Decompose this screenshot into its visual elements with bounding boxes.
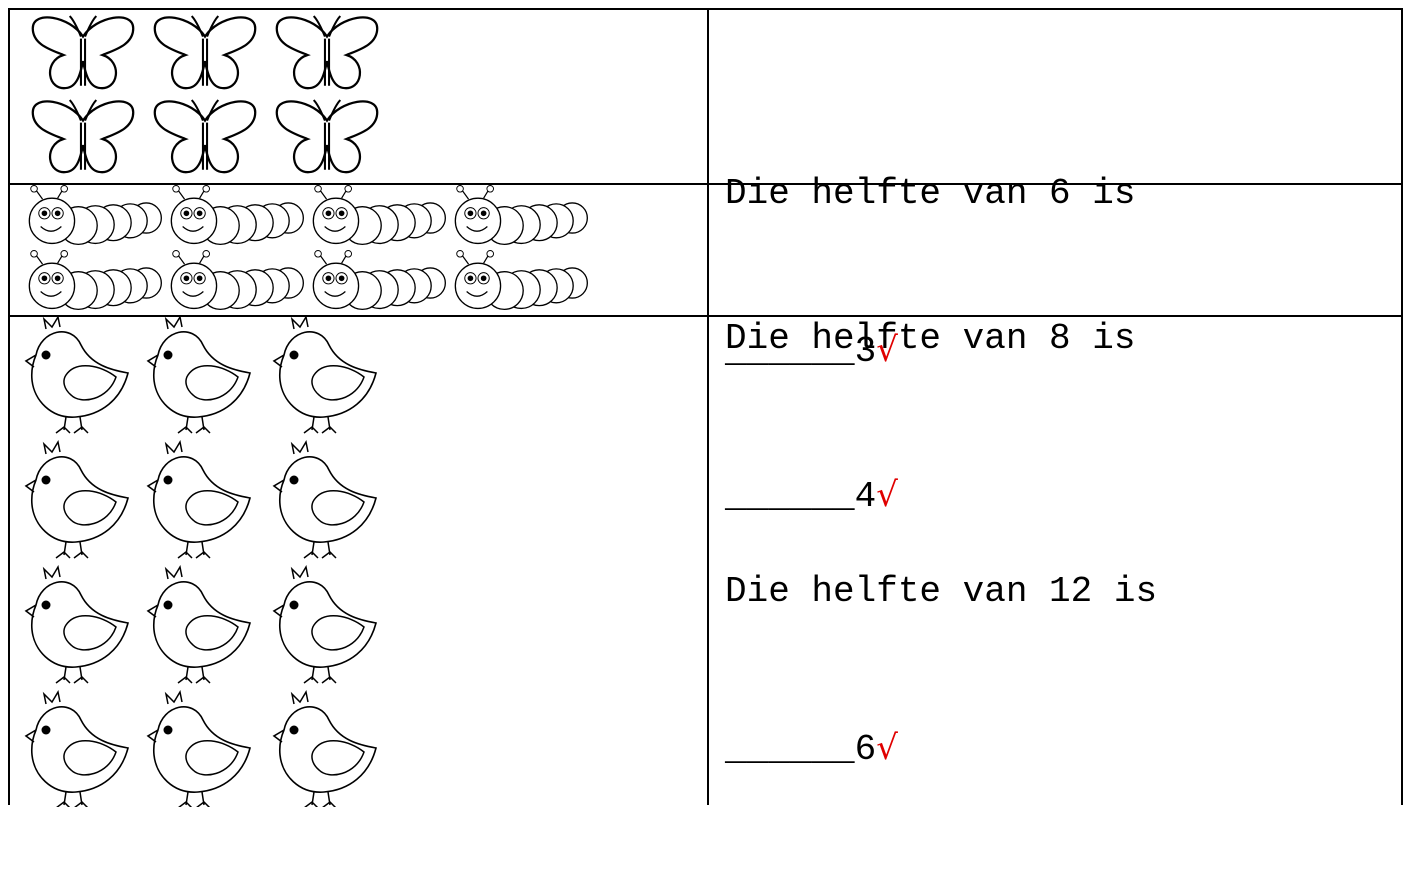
check-mark: √	[876, 728, 898, 768]
column-divider	[707, 10, 709, 805]
check-mark: √	[876, 330, 898, 370]
row-divider	[10, 183, 1401, 185]
question: Die helfte van 6 is	[725, 173, 1136, 214]
page: {"rows": [ {"question": "Die helfte van …	[8, 8, 1403, 807]
row-divider	[10, 315, 1401, 317]
caterpillars	[28, 185, 589, 311]
question: Die helfte van 12 is	[725, 571, 1158, 612]
answer-line: ______6√	[725, 722, 1157, 776]
answer-line: ______4√	[725, 469, 1135, 523]
butterflies	[31, 14, 379, 174]
answer-cell: Die helfte van 12 is ______6√	[725, 462, 1157, 880]
answer: 3	[854, 331, 877, 372]
answer: 6	[854, 729, 877, 770]
blank: ______	[725, 331, 855, 372]
answer-line: ______3√	[725, 324, 1135, 378]
blank: ______	[725, 476, 855, 517]
answer-cell: Die helfte van 6 is ______3√	[725, 64, 1135, 482]
question: Die helfte van 8 is	[725, 318, 1136, 359]
answer: 4	[854, 476, 877, 517]
worksheet-table: Die helfte van 6 is ______3√ Die helfte …	[8, 8, 1403, 807]
birds	[25, 316, 377, 807]
check-mark: √	[876, 475, 898, 515]
blank: ______	[725, 729, 855, 770]
answer-cell: Die helfte van 8 is ______4√	[725, 209, 1135, 627]
